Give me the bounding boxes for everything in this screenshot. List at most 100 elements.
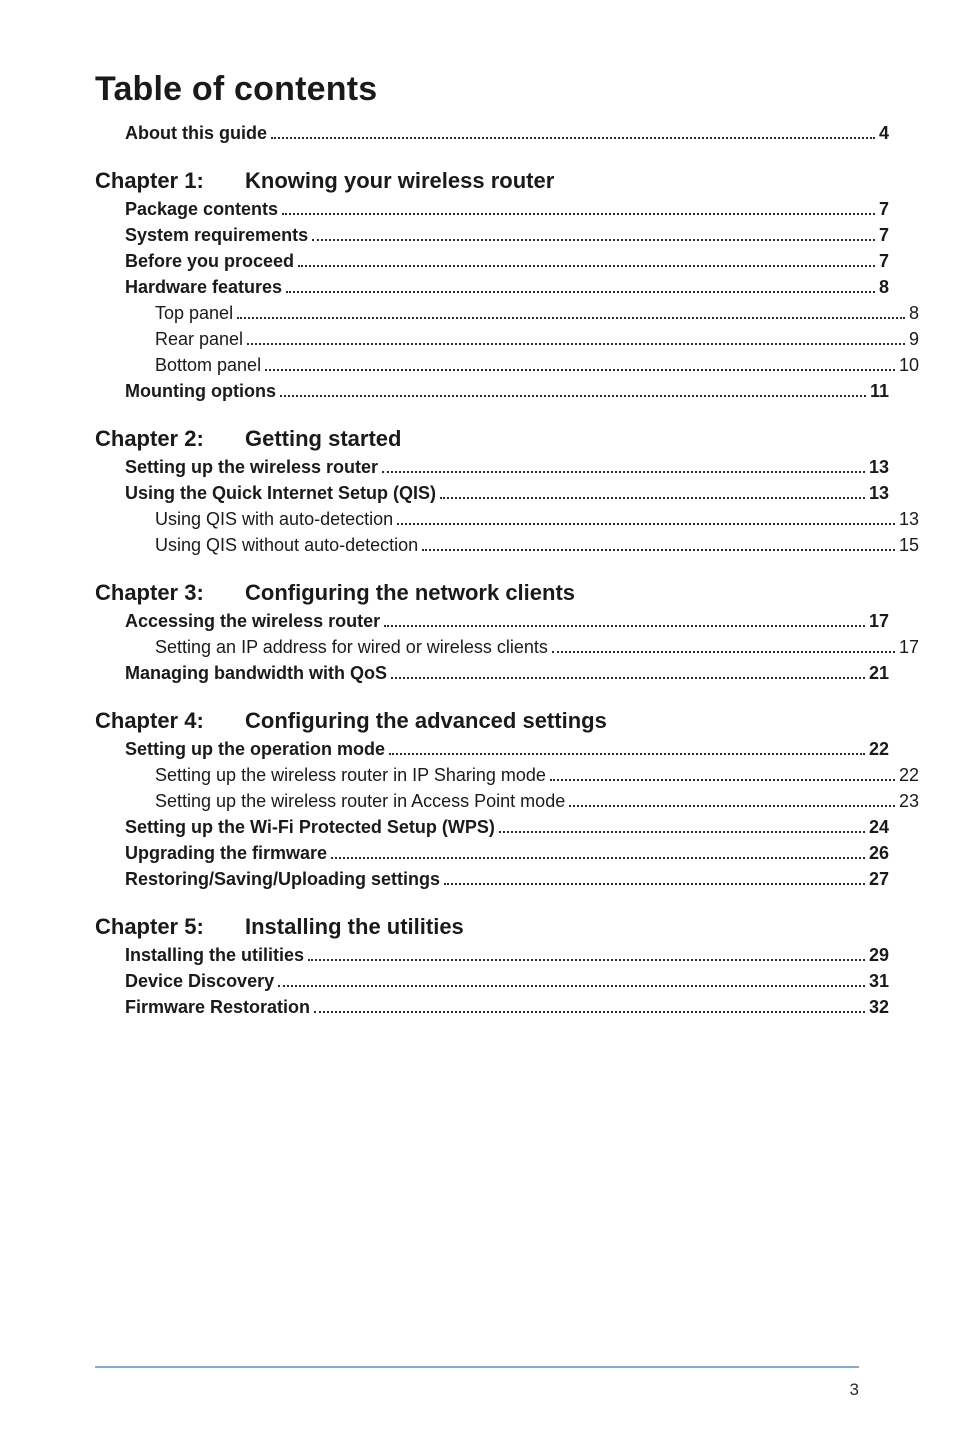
leader-dots	[278, 972, 865, 987]
toc-entry-page: 9	[909, 329, 919, 350]
toc-entry-page: 11	[870, 381, 889, 402]
chapter-number: Chapter 3:	[95, 580, 245, 606]
toc-entry-page: 13	[869, 483, 889, 504]
toc-entry: Using QIS without auto-detection 15	[95, 535, 919, 556]
page-title: Table of contents	[95, 70, 859, 109]
toc-entry: Setting up the wireless router in IP Sha…	[95, 765, 919, 786]
toc-entry-label: Setting up the wireless router	[125, 457, 378, 478]
toc-entry-page: 17	[899, 637, 919, 658]
toc-entry-page: 24	[869, 817, 889, 838]
leader-dots	[422, 536, 895, 551]
toc-entry-label: System requirements	[125, 225, 308, 246]
toc-chapter-block: Chapter 1:Knowing your wireless router Pa…	[95, 168, 859, 402]
toc-entry: Firmware Restoration 32	[95, 997, 889, 1018]
leader-dots	[331, 844, 865, 859]
leader-dots	[282, 200, 875, 215]
toc-entry-label: Before you proceed	[125, 251, 294, 272]
toc-intro-block: About this guide 4	[95, 123, 859, 144]
toc-entry-label: Firmware Restoration	[125, 997, 310, 1018]
toc-entry-label: Rear panel	[155, 329, 243, 350]
leader-dots	[391, 664, 865, 679]
toc-entry-page: 10	[899, 355, 919, 376]
toc-entry-label: Setting up the wireless router in Access…	[155, 791, 565, 812]
toc-entry-label: Restoring/Saving/Uploading settings	[125, 869, 440, 890]
toc-entry: Before you proceed 7	[95, 251, 889, 272]
toc-entry-label: Accessing the wireless router	[125, 611, 380, 632]
toc-entry: Restoring/Saving/Uploading settings 27	[95, 869, 889, 890]
toc-entry: Setting up the wireless router 13	[95, 457, 889, 478]
toc-entry-label: Installing the utilities	[125, 945, 304, 966]
toc-entry-page: 31	[869, 971, 889, 992]
leader-dots	[237, 304, 905, 319]
chapter-title: Configuring the network clients	[245, 580, 859, 606]
toc-entry-label: Mounting options	[125, 381, 276, 402]
toc-entry-label: Bottom panel	[155, 355, 261, 376]
leader-dots	[314, 998, 865, 1013]
toc-entry: Using the Quick Internet Setup (QIS) 13	[95, 483, 889, 504]
toc-entry-page: 23	[899, 791, 919, 812]
toc-entry-label: About this guide	[125, 123, 267, 144]
leader-dots	[389, 740, 865, 755]
leader-dots	[382, 458, 865, 473]
chapter-heading: Chapter 5:Installing the utilities	[95, 914, 859, 940]
toc-entry-label: Upgrading the firmware	[125, 843, 327, 864]
leader-dots	[397, 510, 895, 525]
chapter-heading: Chapter 2:Getting started	[95, 426, 859, 452]
toc-entry-page: 21	[869, 663, 889, 684]
leader-dots	[440, 484, 865, 499]
toc-entry-page: 27	[869, 869, 889, 890]
toc-entry-label: Managing bandwidth with QoS	[125, 663, 387, 684]
leader-dots	[247, 330, 905, 345]
chapter-heading: Chapter 1:Knowing your wireless router	[95, 168, 859, 194]
toc-entry: Upgrading the firmware 26	[95, 843, 889, 864]
toc-entry: Bottom panel 10	[95, 355, 919, 376]
toc-entry: Mounting options 11	[95, 381, 889, 402]
toc-entry-page: 8	[909, 303, 919, 324]
toc-chapter-block: Chapter 3:Configuring the network client…	[95, 580, 859, 684]
leader-dots	[384, 612, 865, 627]
toc-entry: Setting up the operation mode 22	[95, 739, 889, 760]
toc-entry: Accessing the wireless router 17	[95, 611, 889, 632]
chapter-heading: Chapter 3:Configuring the network client…	[95, 580, 859, 606]
toc-entry-label: Setting an IP address for wired or wirel…	[155, 637, 548, 658]
toc-entry-label: Setting up the wireless router in IP Sha…	[155, 765, 546, 786]
toc-entry: Managing bandwidth with QoS 21	[95, 663, 889, 684]
chapter-number: Chapter 2:	[95, 426, 245, 452]
chapter-title: Knowing your wireless router	[245, 168, 859, 194]
toc-entry-label: Hardware features	[125, 277, 282, 298]
leader-dots	[298, 252, 875, 267]
toc-entry-label: Using the Quick Internet Setup (QIS)	[125, 483, 436, 504]
toc-body: About this guide 4 Chapter 1:Knowing your…	[95, 123, 859, 1018]
chapter-number: Chapter 5:	[95, 914, 245, 940]
toc-entry: Setting up the Wi-Fi Protected Setup (WP…	[95, 817, 889, 838]
leader-dots	[552, 638, 895, 653]
chapter-title: Installing the utilities	[245, 914, 859, 940]
leader-dots	[499, 818, 865, 833]
toc-chapter-block: Chapter 2:Getting started Setting up the …	[95, 426, 859, 556]
toc-entry: About this guide 4	[95, 123, 889, 144]
toc-entry: Setting an IP address for wired or wirel…	[95, 637, 919, 658]
toc-entry: Hardware features 8	[95, 277, 889, 298]
toc-entry-page: 13	[869, 457, 889, 478]
toc-entry-page: 22	[869, 739, 889, 760]
chapter-title: Getting started	[245, 426, 859, 452]
toc-entry: Using QIS with auto-detection 13	[95, 509, 919, 530]
leader-dots	[444, 870, 865, 885]
toc-chapter-block: Chapter 4:Configuring the advanced setti…	[95, 708, 859, 890]
toc-entry-label: Package contents	[125, 199, 278, 220]
toc-entry-label: Top panel	[155, 303, 233, 324]
footer-rule	[95, 1366, 859, 1368]
leader-dots	[280, 382, 866, 397]
chapter-title: Configuring the advanced settings	[245, 708, 859, 734]
toc-entry: Rear panel 9	[95, 329, 919, 350]
toc-entry-page: 4	[879, 123, 889, 144]
page-number: 3	[850, 1380, 859, 1400]
toc-entry-label: Device Discovery	[125, 971, 274, 992]
toc-entry-page: 7	[879, 199, 889, 220]
toc-entry-page: 8	[879, 277, 889, 298]
toc-entry: Package contents 7	[95, 199, 889, 220]
toc-entry-page: 29	[869, 945, 889, 966]
toc-entry: System requirements 7	[95, 225, 889, 246]
toc-entry-page: 13	[899, 509, 919, 530]
leader-dots	[569, 792, 895, 807]
